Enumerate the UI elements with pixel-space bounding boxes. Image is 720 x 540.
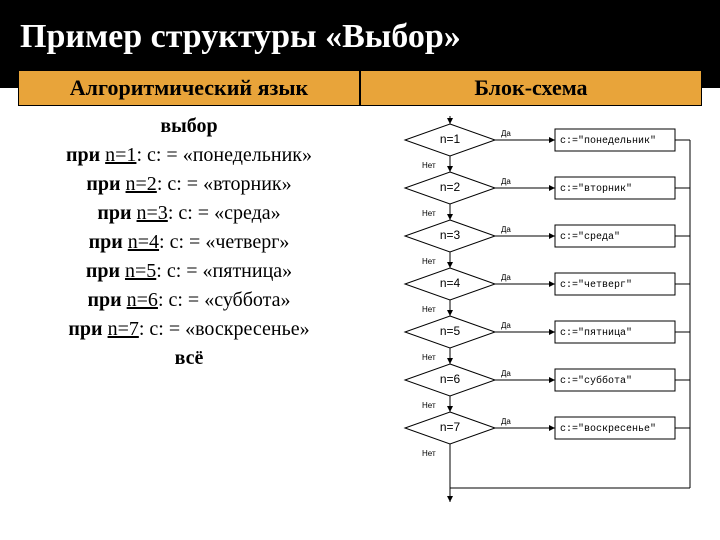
svg-text:Нет: Нет bbox=[422, 353, 436, 362]
svg-text:с:="пятница": с:="пятница" bbox=[560, 327, 632, 339]
svg-text:Да: Да bbox=[501, 273, 511, 282]
svg-text:Да: Да bbox=[501, 225, 511, 234]
svg-text:Да: Да bbox=[501, 129, 511, 138]
svg-text:Нет: Нет bbox=[422, 161, 436, 170]
svg-text:n=2: n=2 bbox=[440, 180, 461, 194]
svg-text:Нет: Нет bbox=[422, 257, 436, 266]
svg-text:Нет: Нет bbox=[422, 209, 436, 218]
svg-text:n=6: n=6 bbox=[440, 372, 461, 386]
svg-text:Нет: Нет bbox=[422, 449, 436, 458]
svg-text:Нет: Нет bbox=[422, 401, 436, 410]
svg-text:с:="вторник": с:="вторник" bbox=[560, 183, 632, 195]
svg-text:Да: Да bbox=[501, 321, 511, 330]
svg-text:n=5: n=5 bbox=[440, 324, 461, 338]
svg-text:Да: Да bbox=[501, 417, 511, 426]
svg-text:с:="воскресенье": с:="воскресенье" bbox=[560, 423, 656, 435]
algo-column: Алгоритмический язык выборпри n=1: с: = … bbox=[18, 70, 360, 505]
svg-text:n=4: n=4 bbox=[440, 276, 461, 290]
content-row: Алгоритмический язык выборпри n=1: с: = … bbox=[0, 70, 720, 505]
svg-text:n=7: n=7 bbox=[440, 420, 461, 434]
svg-text:с:="понедельник": с:="понедельник" bbox=[560, 135, 656, 147]
flow-header: Блок-схема bbox=[360, 70, 702, 106]
svg-text:n=1: n=1 bbox=[440, 132, 461, 146]
flow-column: Блок-схема n=1 Да с:="понедельник" Нет n=2 Да… bbox=[360, 70, 702, 505]
svg-text:Да: Да bbox=[501, 369, 511, 378]
flowchart-svg: n=1 Да с:="понедельник" Нет n=2 Да с:="вторник… bbox=[360, 110, 702, 505]
svg-text:n=3: n=3 bbox=[440, 228, 461, 242]
flow-area: n=1 Да с:="понедельник" Нет n=2 Да с:="вторник… bbox=[360, 106, 702, 505]
algo-header: Алгоритмический язык bbox=[18, 70, 360, 106]
svg-text:Нет: Нет bbox=[422, 305, 436, 314]
algo-body: выборпри n=1: с: = «понедельник»при n=2:… bbox=[18, 106, 360, 373]
svg-text:с:="четверг": с:="четверг" bbox=[560, 279, 632, 291]
svg-text:с:="суббота": с:="суббота" bbox=[560, 374, 632, 387]
svg-text:Да: Да bbox=[501, 177, 511, 186]
svg-text:с:="среда": с:="среда" bbox=[560, 231, 620, 243]
